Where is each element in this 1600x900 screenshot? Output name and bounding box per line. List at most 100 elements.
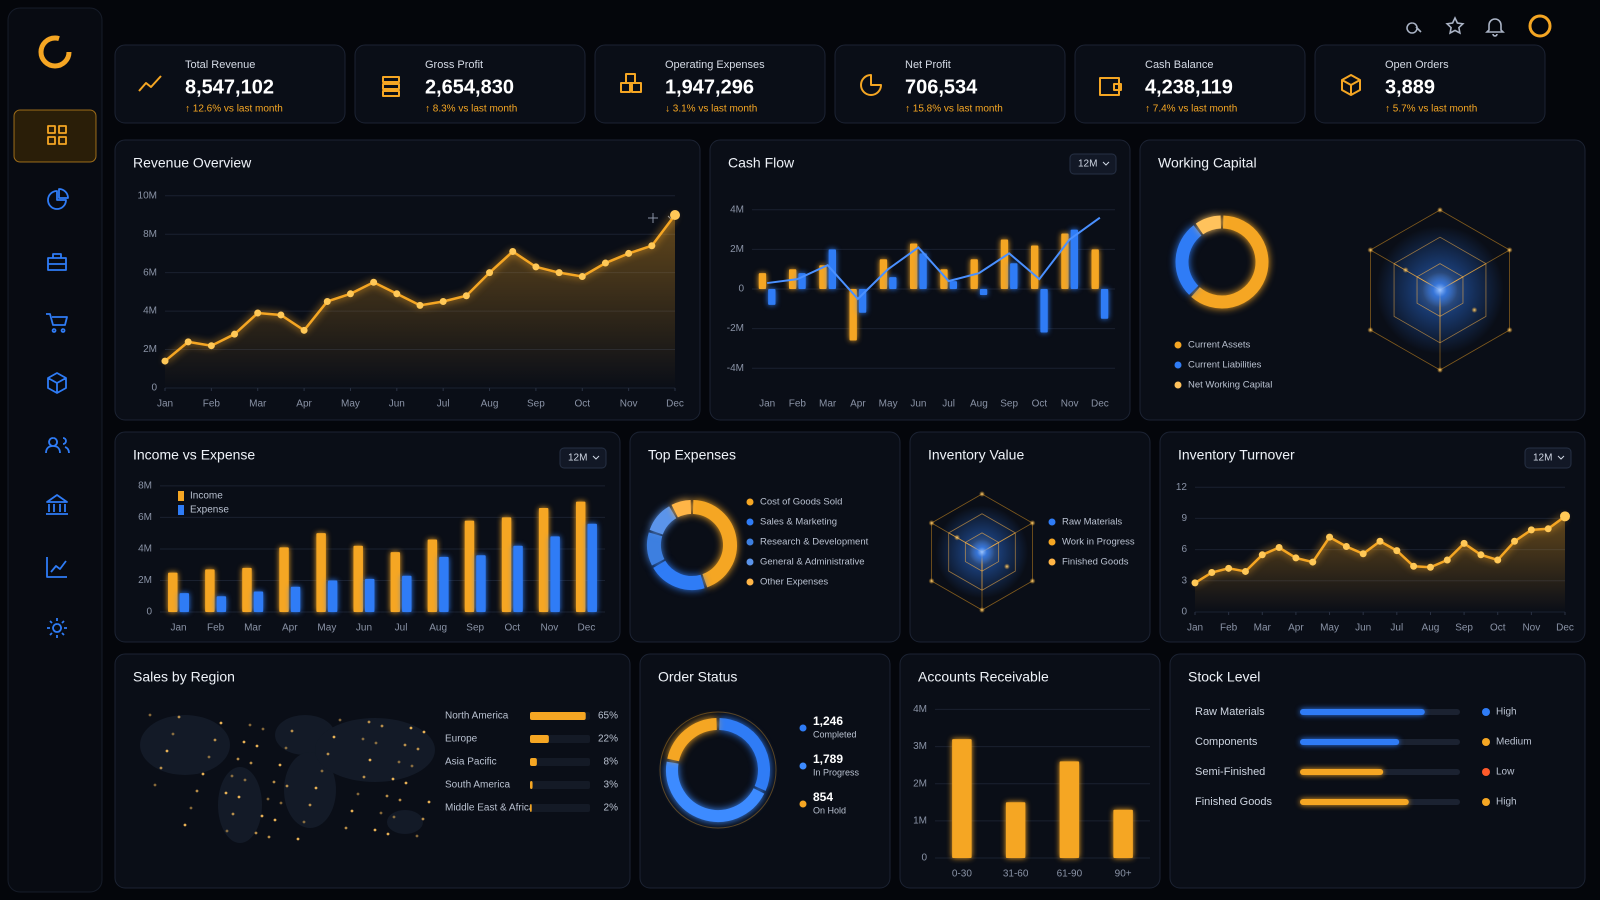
city-light xyxy=(380,724,384,728)
legend-dot xyxy=(746,518,754,526)
y-tick-label: 8M xyxy=(143,229,157,240)
value-label: 22% xyxy=(598,734,618,745)
logo[interactable] xyxy=(38,35,72,69)
legend-dot xyxy=(1048,538,1056,546)
range-label[interactable]: 12M xyxy=(1078,159,1097,170)
top-icon[interactable] xyxy=(1485,18,1505,37)
status-dot xyxy=(1482,738,1490,746)
x-tick-label: Apr xyxy=(1288,623,1304,634)
kpi-icon xyxy=(860,74,882,96)
point xyxy=(1309,558,1317,566)
x-tick-label: Mar xyxy=(249,399,267,410)
donut-segment xyxy=(1195,215,1222,235)
bar xyxy=(1000,239,1009,289)
kpi-value: 4,238,119 xyxy=(1145,76,1233,98)
bar-label: South America xyxy=(445,780,510,791)
legend-dot xyxy=(1174,341,1182,349)
nav-icon[interactable] xyxy=(45,437,70,454)
range-select[interactable] xyxy=(559,447,607,469)
profile[interactable] xyxy=(1528,14,1552,38)
y-tick-label: 9 xyxy=(1181,513,1187,524)
panel-title: Income vs Expense xyxy=(133,447,255,463)
legend-label: Current Liabilities xyxy=(1188,360,1262,371)
x-tick-label: Sep xyxy=(527,399,545,410)
point xyxy=(231,330,239,338)
city-light xyxy=(386,832,390,836)
legend-swatch xyxy=(178,491,184,501)
bar-label: Europe xyxy=(445,734,478,745)
point xyxy=(439,297,447,305)
x-tick-label: Dec xyxy=(1556,623,1574,634)
legend-label: Income xyxy=(190,491,223,502)
bar xyxy=(501,517,512,612)
kpi-change: ↑ 5.7% vs last month xyxy=(1385,104,1477,115)
city-light xyxy=(242,740,246,744)
point xyxy=(670,209,680,220)
status-label: High xyxy=(1496,797,1517,808)
bar xyxy=(575,501,586,612)
x-tick-label: Aug xyxy=(1422,623,1440,634)
bar xyxy=(364,578,375,612)
y-tick-label: 10M xyxy=(138,190,157,201)
point xyxy=(416,301,424,309)
city-light xyxy=(379,811,383,815)
core xyxy=(1422,272,1458,308)
y-tick-label: 6M xyxy=(143,267,157,278)
x-tick-label: Apr xyxy=(282,623,298,634)
city-light xyxy=(385,794,389,798)
y-tick-label: 4M xyxy=(913,704,927,715)
point xyxy=(1275,544,1283,552)
bar xyxy=(909,243,918,289)
city-light xyxy=(207,755,211,759)
city-light xyxy=(254,831,258,835)
x-tick-label: Aug xyxy=(429,623,447,634)
nav-icon[interactable] xyxy=(46,494,68,515)
nav-icon[interactable] xyxy=(47,125,67,145)
node xyxy=(1402,267,1409,273)
nav-icon[interactable] xyxy=(47,188,69,210)
status-label: Completed xyxy=(813,729,857,739)
panel xyxy=(114,431,621,643)
bar xyxy=(530,758,537,766)
node xyxy=(979,491,985,497)
node xyxy=(928,520,935,526)
x-tick-label: Sep xyxy=(466,623,484,634)
range-select[interactable] xyxy=(1069,153,1117,175)
bar xyxy=(530,804,532,812)
city-light xyxy=(153,783,157,787)
city-light xyxy=(308,803,312,807)
city-light xyxy=(225,829,229,833)
city-light xyxy=(285,784,289,788)
range-label[interactable]: 12M xyxy=(1533,453,1552,464)
donut-segment xyxy=(666,761,765,822)
bar xyxy=(1010,263,1018,289)
range-select[interactable] xyxy=(1524,447,1572,469)
bar xyxy=(427,539,438,612)
continent xyxy=(315,718,435,782)
nav-icon[interactable] xyxy=(46,313,68,333)
point xyxy=(1393,547,1401,555)
x-tick-label: 31-60 xyxy=(1003,869,1029,880)
top-icon[interactable] xyxy=(1406,22,1422,34)
range-label[interactable]: 12M xyxy=(568,453,587,464)
nav-icon[interactable] xyxy=(47,253,67,271)
y-tick-label: 3M xyxy=(913,741,927,752)
point xyxy=(486,269,494,277)
nav-icon[interactable] xyxy=(47,372,67,394)
point xyxy=(254,309,262,317)
nav-icon[interactable] xyxy=(47,618,67,638)
top-icon[interactable] xyxy=(1445,16,1465,35)
kpi-card xyxy=(114,44,346,124)
panel-title: Accounts Receivable xyxy=(918,669,1049,685)
legend-label: Current Assets xyxy=(1188,340,1251,351)
bar-track xyxy=(530,758,590,766)
status-label: In Progress xyxy=(813,767,860,777)
continent xyxy=(218,767,262,843)
bar-label: Asia Pacific xyxy=(445,757,497,768)
point xyxy=(1191,579,1199,587)
nav-icon[interactable] xyxy=(46,557,67,578)
city-light xyxy=(261,727,265,731)
node xyxy=(1367,327,1374,333)
city-light xyxy=(367,720,371,724)
x-tick-label: Oct xyxy=(1032,399,1048,410)
